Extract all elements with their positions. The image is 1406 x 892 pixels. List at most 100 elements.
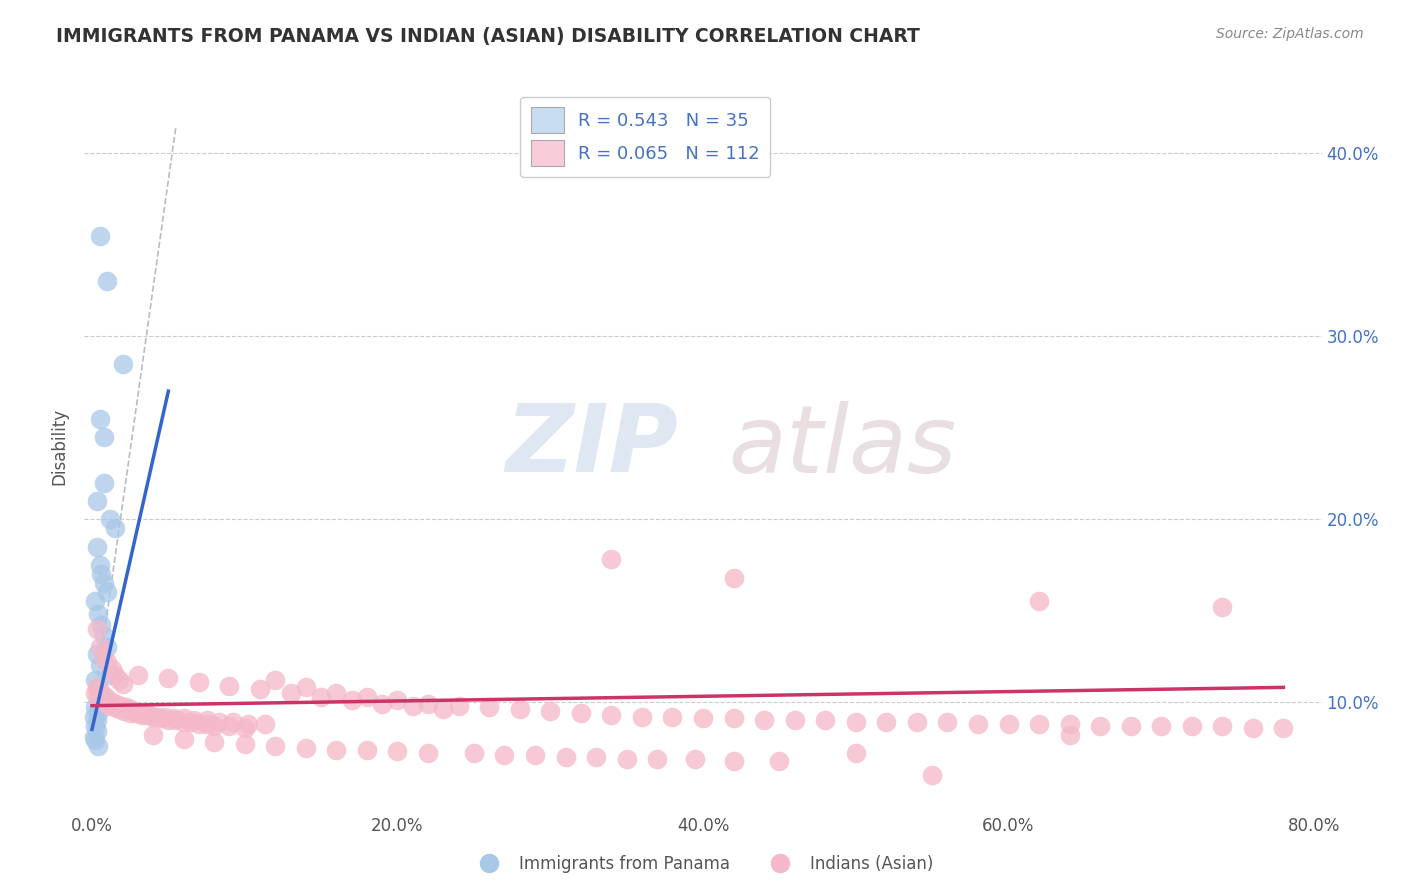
Point (111, 357, 134, 371)
Point (218, 679, 240, 693)
Point (752, 714, 775, 728)
Point (1059, 717, 1081, 731)
Point (163, 711, 186, 725)
Point (86, 648, 108, 662)
Point (569, 706, 592, 720)
Point (93, 629, 115, 643)
Point (921, 768, 943, 782)
Point (139, 707, 162, 722)
Point (93, 695, 115, 709)
Point (96, 585, 118, 599)
Point (89, 684, 111, 698)
Point (371, 697, 394, 711)
Point (90, 618, 112, 632)
Point (340, 693, 363, 707)
Point (110, 698, 132, 713)
Point (104, 700, 127, 714)
Text: ZIP: ZIP (505, 400, 678, 492)
Point (233, 721, 256, 735)
Point (685, 752, 707, 766)
Point (86, 622, 108, 636)
Point (124, 704, 146, 718)
Point (309, 690, 332, 704)
Point (1028, 717, 1050, 731)
Point (173, 731, 195, 746)
Point (183, 714, 205, 728)
Point (93, 695, 115, 709)
Point (87, 607, 110, 622)
Point (1272, 721, 1295, 735)
Point (195, 717, 218, 731)
Point (125, 706, 148, 720)
Point (845, 715, 868, 730)
Point (87, 706, 110, 720)
Point (86, 681, 108, 695)
Point (111, 676, 134, 690)
Point (208, 715, 231, 730)
Legend: R = 0.543   N = 35, R = 0.065   N = 112: R = 0.543 N = 35, R = 0.065 N = 112 (520, 96, 770, 177)
Point (875, 715, 897, 730)
Point (180, 715, 202, 730)
Point (202, 735, 225, 749)
Point (509, 702, 531, 716)
Point (101, 695, 124, 709)
Point (783, 714, 806, 728)
Point (554, 749, 576, 764)
Point (295, 740, 318, 755)
Point (120, 706, 142, 720)
Point (249, 682, 271, 697)
Point (89, 658, 111, 673)
Point (96, 691, 118, 706)
Text: atlas: atlas (728, 401, 956, 491)
Point (98, 698, 121, 713)
Point (93, 576, 115, 591)
Point (84, 686, 107, 700)
Point (87, 739, 110, 753)
Point (585, 749, 607, 764)
Text: Source: ZipAtlas.com: Source: ZipAtlas.com (1216, 27, 1364, 41)
Point (84, 594, 107, 608)
Point (173, 715, 195, 730)
Point (108, 673, 131, 687)
Point (91, 649, 114, 664)
Point (157, 671, 180, 685)
Point (84, 733, 107, 747)
Point (1181, 719, 1204, 733)
Point (295, 681, 318, 695)
Point (136, 707, 159, 722)
Point (93, 430, 115, 444)
Point (221, 715, 243, 730)
Point (1211, 599, 1233, 614)
Point (416, 697, 439, 711)
Point (90, 567, 112, 582)
Point (325, 686, 347, 700)
Point (416, 746, 439, 760)
Point (93, 475, 115, 490)
Point (155, 709, 177, 723)
Point (768, 754, 790, 768)
Point (96, 655, 118, 669)
Point (463, 746, 485, 760)
Point (104, 667, 127, 681)
Point (600, 552, 623, 566)
Point (87, 690, 110, 704)
Point (90, 693, 112, 707)
Point (104, 521, 127, 535)
Point (631, 709, 654, 723)
Point (84, 719, 107, 733)
Point (89, 411, 111, 425)
Point (447, 698, 470, 713)
Point (538, 704, 561, 718)
Point (1211, 719, 1233, 733)
Point (187, 717, 209, 731)
Point (356, 690, 378, 704)
Point (402, 698, 425, 713)
Point (86, 724, 108, 739)
Point (157, 714, 180, 728)
Point (432, 702, 454, 716)
Point (96, 697, 118, 711)
Point (131, 707, 153, 722)
Point (98, 667, 121, 681)
Point (936, 715, 959, 730)
Point (84, 700, 107, 714)
